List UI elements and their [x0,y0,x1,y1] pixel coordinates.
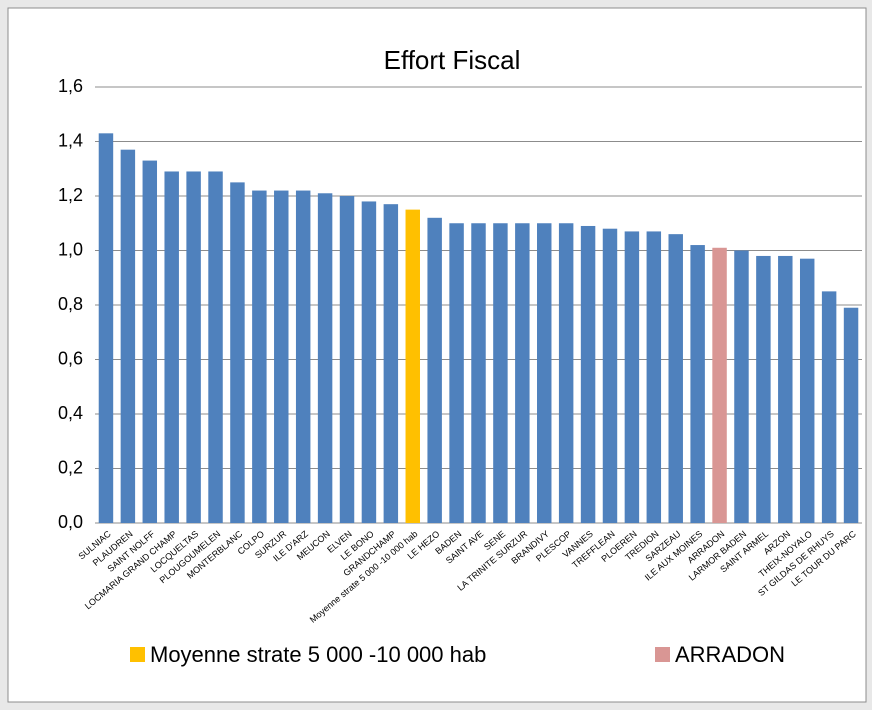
legend-label: Moyenne strate 5 000 -10 000 hab [150,642,486,667]
chart-title: Effort Fiscal [384,45,521,75]
bar [252,190,267,524]
bar [537,223,552,523]
bar [142,160,158,523]
y-tick-label: 0,6 [58,348,83,368]
legend-swatch [655,647,670,662]
bar [493,223,508,523]
y-tick-label: 1,2 [58,185,83,205]
bar [602,228,618,523]
y-tick-label: 0,8 [58,294,83,314]
bar [756,255,771,523]
bar [383,204,399,524]
y-tick-label: 0,0 [58,512,83,532]
bar [558,223,574,523]
bar [274,190,289,524]
bar [427,217,442,524]
bar [734,250,749,523]
legend-label: ARRADON [675,642,785,667]
bar [295,190,311,524]
y-tick-label: 1,0 [58,239,83,259]
legend-swatch [130,647,145,662]
bar [515,223,530,523]
bar [799,258,815,523]
y-tick-label: 0,2 [58,457,83,477]
bar [843,307,859,523]
bar [361,201,377,523]
bar [98,133,114,523]
bar [668,234,683,523]
y-tick-label: 0,4 [58,403,83,423]
bar [186,171,201,523]
bar [164,171,179,523]
bar [646,231,662,524]
bar [580,225,596,523]
bar [230,182,245,523]
bar [778,255,793,523]
bar [317,193,333,523]
bar [405,209,420,523]
y-tick-label: 1,6 [58,76,83,96]
bar [821,291,837,523]
bar [449,223,464,523]
bar [471,223,486,523]
bar [120,149,136,524]
bar [624,231,640,524]
bar [712,247,727,523]
bar [339,196,355,523]
bar [208,171,223,523]
bar [690,245,705,524]
y-tick-label: 1,4 [58,130,83,150]
